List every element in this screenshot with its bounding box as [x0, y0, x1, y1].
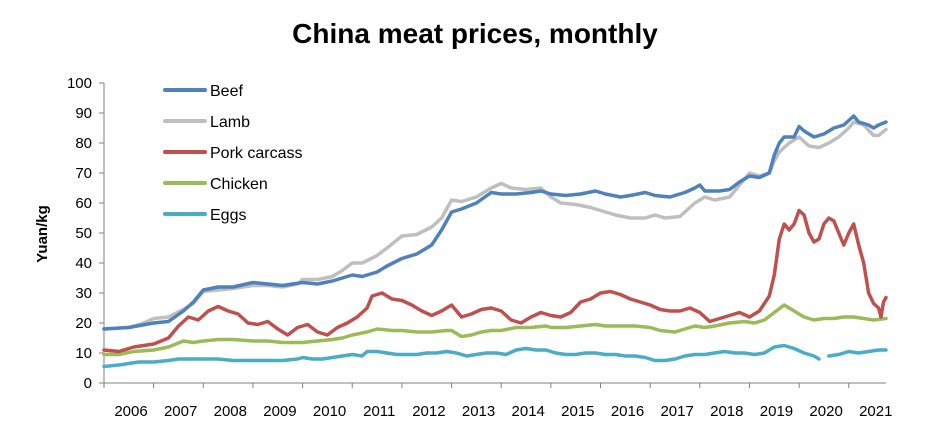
- legend-label-chicken: Chicken: [210, 176, 268, 193]
- y-axis-label: Yuan/kg: [34, 205, 51, 263]
- legend-label-beef: Beef: [210, 83, 243, 100]
- x-tick-label: 2012: [412, 403, 445, 420]
- x-tick-label: 2018: [710, 403, 743, 420]
- y-axis: 0 10 20 30 40 50 60 70 80 90 100: [67, 75, 105, 392]
- x-tick-label: 2013: [462, 403, 495, 420]
- x-tick-label: 2010: [313, 403, 346, 420]
- x-axis: 2006 2007 2008 2009 2010 2011 2012 2013 2014 2015…: [103, 382, 892, 420]
- y-tick-label: 0: [84, 375, 92, 392]
- legend-label-lamb: Lamb: [210, 114, 250, 131]
- x-tick-label: 2020: [809, 403, 842, 420]
- y-tick-label: 70: [75, 165, 92, 182]
- y-tick-label: 50: [75, 225, 92, 242]
- x-tick-label: 2008: [214, 403, 247, 420]
- y-tick-label: 80: [75, 135, 92, 152]
- series-line-chicken: [102, 303, 888, 357]
- series-line-eggs-1: [102, 343, 821, 369]
- series-lines: [102, 114, 888, 369]
- legend-label-eggs: Eggs: [210, 207, 246, 224]
- x-tick-label: 2019: [760, 403, 793, 420]
- series-line-eggs-2: [827, 348, 888, 358]
- chart-title: China meat prices, monthly: [292, 18, 658, 49]
- x-tick-label: 2017: [660, 403, 693, 420]
- y-tick-label: 90: [75, 105, 92, 122]
- y-tick-label: 60: [75, 195, 92, 212]
- x-tick-label: 2009: [263, 403, 296, 420]
- y-tick-label: 100: [67, 75, 92, 92]
- y-tick-label: 10: [75, 345, 92, 362]
- legend-label-pork-carcass: Pork carcass: [210, 145, 302, 162]
- series-line-pork-carcass: [102, 208, 888, 354]
- y-tick-label: 30: [75, 285, 92, 302]
- legend: Beef Lamb Pork carcass Chicken Eggs: [163, 83, 302, 224]
- y-tick-label: 40: [75, 255, 92, 272]
- x-tick-label: 2011: [363, 403, 395, 420]
- x-tick-label: 2014: [512, 403, 545, 420]
- x-tick-label: 2021: [859, 403, 892, 420]
- x-tick-label: 2015: [561, 403, 594, 420]
- x-tick-label: 2016: [611, 403, 644, 420]
- x-tick-label: 2007: [164, 403, 197, 420]
- y-tick-label: 20: [75, 315, 92, 332]
- series-line-beef: [102, 114, 888, 331]
- x-tick-label: 2006: [114, 403, 147, 420]
